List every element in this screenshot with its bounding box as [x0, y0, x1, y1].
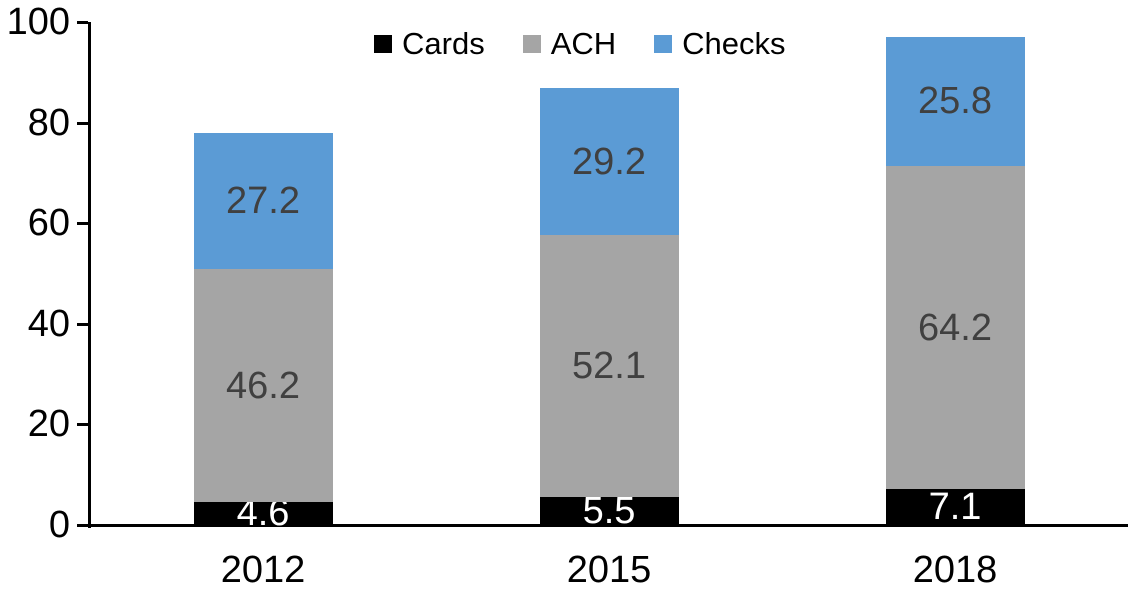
bar-segment-checks-2012: 27.2 [193, 132, 333, 270]
y-tick-mark [77, 222, 88, 226]
bar-label: 64.2 [918, 306, 992, 349]
checks-swatch-icon [654, 35, 673, 53]
bar-segment-checks-2018: 25.8 [885, 36, 1025, 167]
bar-segment-ach-2018: 64.2 [885, 166, 1025, 490]
bar-segment-cards-2015: 5.5 [539, 491, 679, 531]
y-tick-mark [77, 322, 88, 326]
bar-label: 25.8 [918, 80, 992, 123]
bar-label: 27.2 [226, 180, 300, 223]
y-tick-label: 40 [27, 302, 70, 345]
bar-segment-cards-2012: 4.6 [193, 493, 333, 533]
y-tick-mark [77, 423, 88, 427]
bar-segment-cards-2018: 7.1 [885, 486, 1025, 529]
x-category-label: 2015 [566, 549, 652, 591]
y-tick-label: 80 [27, 101, 70, 144]
bar-segment-ach-2012: 46.2 [193, 269, 333, 502]
y-tick-mark [77, 524, 88, 527]
x-category-label: 2018 [912, 549, 998, 591]
y-axis-line [88, 22, 91, 528]
bar-label: 46.2 [226, 364, 300, 407]
legend-item-ach: ACH [522, 26, 617, 62]
legend-label-checks: Checks [682, 26, 786, 61]
y-tick-label: 100 [6, 1, 70, 43]
y-tick-label: 0 [48, 504, 70, 546]
cards-swatch-icon [374, 35, 392, 53]
legend-item-checks: Checks [654, 26, 786, 62]
chart-legend: Cards ACH Checks [374, 26, 786, 62]
bar-label: 5.5 [582, 490, 636, 533]
y-tick-label: 20 [27, 403, 70, 446]
x-axis-line [88, 524, 1128, 527]
legend-item-cards: Cards [374, 26, 485, 62]
y-tick-label: 60 [27, 202, 70, 245]
bar-segment-ach-2015: 52.1 [539, 235, 679, 498]
bar-segment-checks-2015: 29.2 [539, 88, 679, 236]
x-category-label: 2012 [220, 549, 306, 591]
ach-swatch-icon [522, 35, 541, 53]
y-tick-mark [77, 21, 88, 24]
bar-label: 52.1 [572, 345, 646, 388]
legend-label-cards: Cards [402, 26, 485, 61]
bar-label: 7.1 [928, 486, 982, 529]
bar-label: 29.2 [572, 140, 646, 183]
y-tick-mark [77, 121, 88, 125]
legend-label-ach: ACH [550, 26, 617, 61]
